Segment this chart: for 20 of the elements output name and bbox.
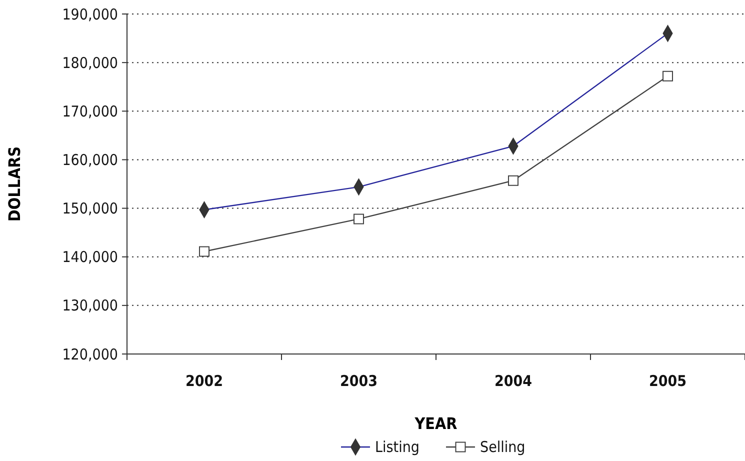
point [354,214,364,224]
y-tick-label: 160,000 [62,150,118,169]
point [508,175,518,186]
x-tick-label: 2002 [185,372,224,390]
y-tick-label: 150,000 [62,200,118,218]
y-tick-label: 130,000 [62,296,118,315]
x-tick-label: 2004 [494,372,532,390]
x-tick-label: 2003 [340,372,378,390]
legend-label: Selling [480,438,526,456]
legend-label: Listing [375,438,420,456]
point [662,70,673,82]
x-tick-label: 2005 [648,372,687,390]
y-tick-label: 140,000 [62,248,118,266]
y-tick-label: 180,000 [62,54,118,72]
x-axis-title: YEAR [414,414,458,433]
point [199,246,210,257]
y-axis-title: DOLLARS [5,146,24,222]
y-tick-label: 120,000 [62,345,118,364]
y-tick-label: 190,000 [62,5,118,24]
y-tick-label: 170,000 [62,102,118,120]
